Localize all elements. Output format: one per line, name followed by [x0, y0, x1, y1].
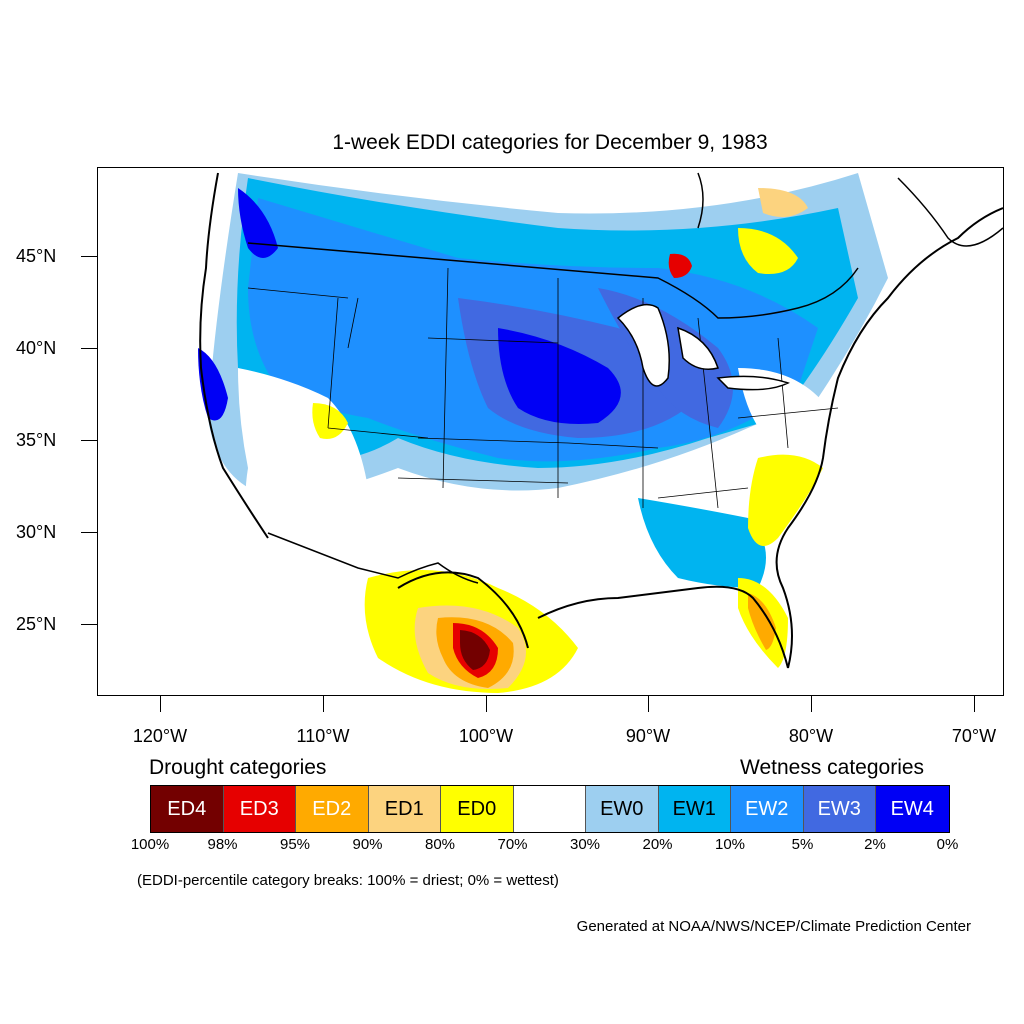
percentile-break-label: 0%	[936, 836, 959, 853]
region-ew4-nw	[238, 188, 278, 258]
percentile-break-label: 70%	[497, 836, 528, 853]
drought-heading: Drought categories	[149, 756, 327, 779]
lon-tick	[974, 696, 975, 712]
coastline-canada-north	[697, 172, 1003, 247]
percentile-break-label: 80%	[424, 836, 456, 853]
lat-tick	[81, 256, 97, 257]
legend-box-ed4: ED4	[151, 786, 224, 832]
coastline-east	[775, 207, 1003, 669]
lon-label-90w: 90°W	[625, 726, 671, 746]
lat-tick	[81, 532, 97, 533]
lon-tick	[648, 696, 649, 712]
lat-label-45n: 45°N	[16, 246, 57, 266]
coastline-gulf	[397, 571, 789, 669]
lon-tick	[811, 696, 812, 712]
lon-label-70w: 70°W	[951, 726, 997, 746]
legend-box-near-normal	[513, 786, 586, 832]
legend-box-ew3: EW3	[803, 786, 876, 832]
lat-label-40n: 40°N	[16, 338, 57, 358]
lat-label-30n: 30°N	[16, 522, 57, 542]
lon-label-110w: 110°W	[296, 726, 350, 746]
map-panel	[97, 167, 1004, 696]
region-ed1-canada-ne	[758, 188, 808, 217]
map-title: 1-week EDDI categories for December 9, 1…	[332, 131, 768, 154]
great-lakes	[616, 303, 790, 391]
percentile-break-label: 98%	[207, 836, 238, 853]
lon-tick	[160, 696, 161, 712]
legend-box-ew2: EW2	[731, 786, 804, 832]
percentile-break-label: 10%	[714, 836, 746, 853]
percentile-break-label: 90%	[352, 836, 383, 853]
region-ed3-canada	[668, 253, 692, 278]
state-lines	[247, 267, 839, 509]
legend-box-ew1: EW1	[658, 786, 731, 832]
lon-tick	[323, 696, 324, 712]
percentile-break-label: 5%	[791, 836, 814, 853]
legend-box-ed2: ED2	[296, 786, 369, 832]
region-ed0-carolinas	[748, 454, 823, 546]
region-ed4-texas	[460, 630, 490, 670]
category-legend: ED4 ED3 ED2 ED1 ED0 EW0 EW1 EW2 EW3 EW4	[150, 785, 950, 833]
region-ew4-central	[498, 328, 621, 424]
region-ed0-nevada	[312, 403, 348, 439]
legend-box-ew4: EW4	[876, 786, 949, 832]
lat-label-25n: 25°N	[16, 614, 57, 634]
wetness-heading: Wetness categories	[740, 756, 925, 779]
lon-label-80w: 80°W	[788, 726, 834, 746]
category-note: (EDDI-percentile category breaks: 100% =…	[137, 872, 559, 889]
region-ew1-southeast	[638, 498, 766, 588]
percentile-break-label: 20%	[642, 836, 673, 853]
region-ed0-canada-east	[738, 228, 798, 274]
region-ed2-florida	[748, 593, 776, 650]
percentile-break-label: 30%	[569, 836, 601, 853]
border-mexico	[267, 532, 479, 584]
legend-box-ed1: ED1	[368, 786, 441, 832]
legend-box-ed0: ED0	[441, 786, 514, 832]
coastline-west	[199, 172, 269, 539]
legend-box-ed3: ED3	[223, 786, 296, 832]
eddi-map	[198, 172, 1003, 693]
lat-tick	[81, 624, 97, 625]
lat-label-35n: 35°N	[16, 430, 57, 450]
legend-box-ew0: EW0	[586, 786, 659, 832]
percentile-break-label: 2%	[864, 836, 886, 853]
lon-label-120w: 120°W	[132, 726, 188, 746]
lat-tick	[81, 348, 97, 349]
lat-tick	[81, 440, 97, 441]
lon-tick	[486, 696, 487, 712]
credit-line: Generated at NOAA/NWS/NCEP/Climate Predi…	[576, 918, 971, 935]
border-canada	[247, 242, 859, 319]
percentile-break-label: 100%	[130, 836, 170, 853]
percentile-break-label: 95%	[279, 836, 311, 853]
lon-label-100w: 100°W	[458, 726, 514, 746]
